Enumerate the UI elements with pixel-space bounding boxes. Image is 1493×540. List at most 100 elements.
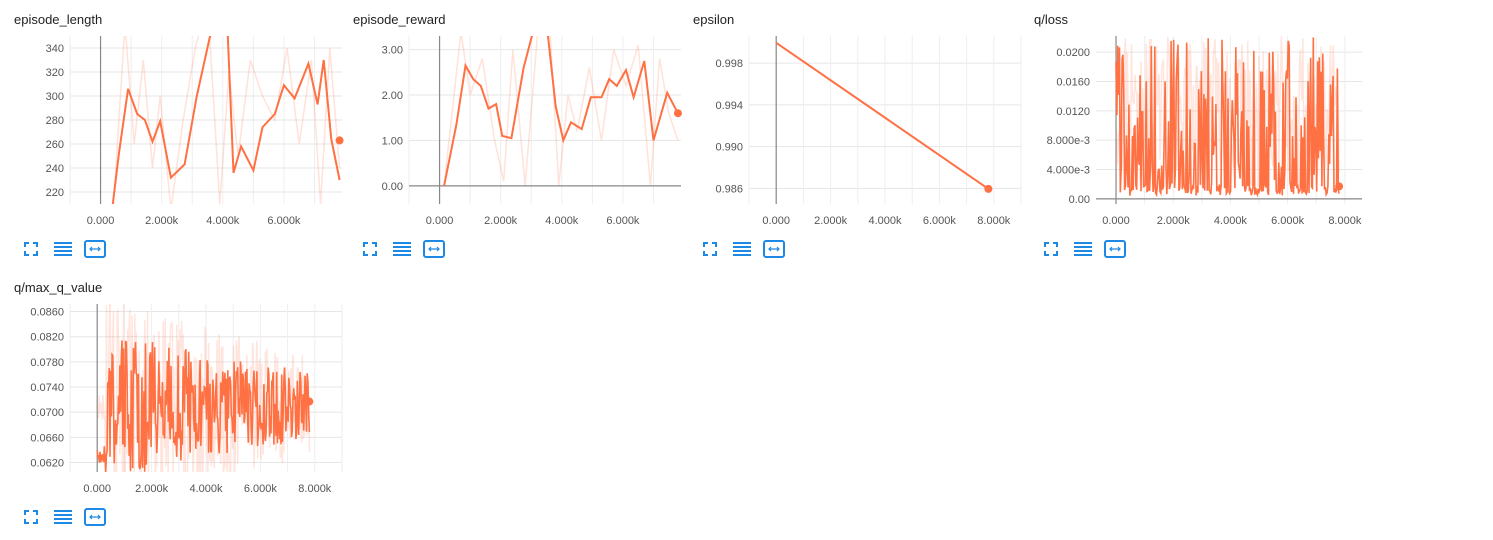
x-tick-label: 6.000k — [1271, 215, 1305, 227]
chart-plot[interactable]: 220 240 260 280 300 320 340 0.000 2.000k 4.000k 6.… — [12, 32, 352, 232]
toggle-log-scale-button[interactable] — [52, 239, 74, 259]
chart-toolbar — [699, 239, 785, 259]
plot-area — [775, 41, 989, 190]
fullscreen-icon — [1043, 241, 1059, 257]
plot-area — [96, 304, 311, 472]
fullscreen-icon — [702, 241, 718, 257]
raw-series-line — [112, 36, 341, 204]
toggle-log-scale-icon — [392, 241, 412, 257]
last-value-dot — [335, 136, 344, 145]
toggle-log-scale-button[interactable] — [731, 239, 753, 259]
smoothed-series-line — [111, 36, 341, 204]
y-tick-label: 0.986 — [715, 183, 743, 195]
y-tick-label: 0.0160 — [1056, 76, 1090, 88]
last-value-dot — [305, 397, 314, 406]
chart-toolbar — [20, 239, 106, 259]
smoothed-series-line — [775, 41, 989, 190]
y-tick-label: 0.0860 — [30, 307, 64, 319]
y-tick-label: 0.0700 — [30, 407, 64, 419]
x-tick-label: 4.000k — [545, 215, 579, 227]
chart-plot[interactable]: 0.00 4.000e-3 8.000e-3 0.0120 0.0160 0.0200 0.… — [1032, 32, 1372, 232]
x-tick-label: 6.000k — [606, 215, 640, 227]
y-tick-label: 0.00 — [382, 181, 403, 193]
fullscreen-icon — [362, 241, 378, 257]
chart-plot[interactable]: 0.00 1.00 2.00 3.00 0.000 2.000k 4.000k 6.000k — [351, 32, 691, 232]
y-tick-label: 3.00 — [382, 45, 403, 57]
x-tick-label: 8.000k — [1328, 215, 1362, 227]
fullscreen-button[interactable] — [20, 507, 42, 527]
x-tick-label: 2.000k — [484, 215, 518, 227]
y-tick-label: 4.000e-3 — [1047, 165, 1090, 177]
plot-area — [1115, 36, 1340, 198]
fullscreen-button[interactable] — [1040, 239, 1062, 259]
chart-card-episode-length: episode_length 220 240 260 280 300 320 340 0.00… — [12, 6, 352, 268]
x-tick-label: 2.000k — [1157, 215, 1191, 227]
y-tick-label: 1.00 — [382, 135, 403, 147]
chart-card-epsilon: epsilon 0.986 0.990 0.994 0.998 0.000 2.000k 4… — [691, 6, 1031, 268]
x-tick-label: 4.000k — [1214, 215, 1248, 227]
fit-domain-button[interactable] — [763, 239, 785, 259]
fit-domain-button[interactable] — [423, 239, 445, 259]
last-value-dot — [673, 109, 682, 118]
chart-toolbar — [359, 239, 445, 259]
x-tick-label: 0.000 — [83, 483, 111, 495]
chart-card-episode-reward: episode_reward 0.00 1.00 2.00 3.00 0.000 2.00… — [351, 6, 691, 268]
y-tick-label: 320 — [46, 67, 64, 79]
toggle-log-scale-button[interactable] — [391, 239, 413, 259]
toggle-log-scale-icon — [1073, 241, 1093, 257]
x-tick-label: 4.000k — [868, 215, 902, 227]
fullscreen-button[interactable] — [359, 239, 381, 259]
y-tick-label: 220 — [46, 187, 64, 199]
chart-plot[interactable]: 0.986 0.990 0.994 0.998 0.000 2.000k 4.000k 6.0… — [691, 32, 1031, 232]
smoothed-series-line — [443, 36, 679, 186]
chart-title: q/loss — [1034, 12, 1068, 27]
fit-domain-button[interactable] — [84, 507, 106, 527]
chart-plot[interactable]: 0.0620 0.0660 0.0700 0.0740 0.0780 0.0820 0.08… — [12, 300, 352, 500]
y-tick-label: 0.0740 — [30, 382, 64, 394]
x-tick-label: 2.000k — [135, 483, 169, 495]
y-tick-label: 0.994 — [715, 100, 743, 112]
fit-domain-button[interactable] — [84, 239, 106, 259]
toggle-log-scale-icon — [53, 241, 73, 257]
chart-title: epsilon — [693, 12, 735, 27]
x-tick-label: 0.000 — [1102, 215, 1130, 227]
x-tick-label: 0.000 — [426, 215, 454, 227]
raw-series-line — [1115, 36, 1340, 188]
y-tick-label: 0.0660 — [30, 432, 64, 444]
y-tick-label: 0.0620 — [30, 458, 64, 470]
fullscreen-button[interactable] — [699, 239, 721, 259]
y-tick-label: 0.0780 — [30, 357, 64, 369]
y-tick-label: 0.998 — [715, 58, 743, 70]
chart-title: episode_reward — [353, 12, 446, 27]
chart-title: episode_length — [14, 12, 103, 27]
x-tick-label: 4.000k — [206, 215, 240, 227]
chart-title: q/max_q_value — [14, 280, 103, 295]
y-tick-label: 340 — [46, 43, 64, 55]
raw-series-line — [443, 36, 679, 186]
toggle-log-scale-button[interactable] — [52, 507, 74, 527]
x-tick-label: 2.000k — [814, 215, 848, 227]
chart-toolbar — [20, 507, 106, 527]
toggle-log-scale-icon — [53, 509, 73, 525]
smoothed-series-line — [96, 340, 311, 472]
fullscreen-icon — [23, 509, 39, 525]
y-tick-label: 0.990 — [715, 142, 743, 154]
x-tick-label: 2.000k — [145, 215, 179, 227]
y-tick-label: 300 — [46, 91, 64, 103]
x-tick-label: 8.000k — [977, 215, 1011, 227]
x-tick-label: 8.000k — [298, 483, 332, 495]
chart-toolbar — [1040, 239, 1126, 259]
x-tick-label: 6.000k — [923, 215, 957, 227]
y-tick-label: 8.000e-3 — [1047, 135, 1090, 147]
fit-domain-icon — [1104, 240, 1126, 258]
fit-domain-icon — [84, 240, 106, 258]
plot-area — [443, 36, 679, 186]
x-tick-label: 6.000k — [267, 215, 301, 227]
toggle-log-scale-button[interactable] — [1072, 239, 1094, 259]
last-value-dot — [984, 184, 993, 193]
y-tick-label: 240 — [46, 163, 64, 175]
fullscreen-button[interactable] — [20, 239, 42, 259]
x-tick-label: 0.000 — [762, 215, 790, 227]
fit-domain-button[interactable] — [1104, 239, 1126, 259]
y-tick-label: 0.0820 — [30, 332, 64, 344]
